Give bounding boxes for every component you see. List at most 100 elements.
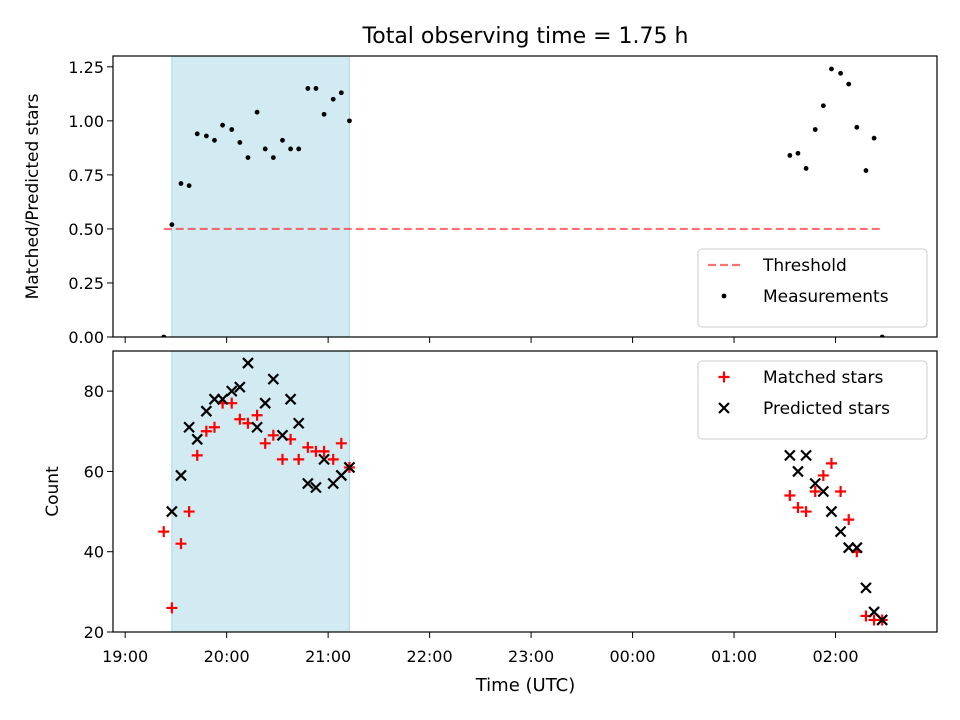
data-point: [347, 118, 352, 124]
y-tick-label: 1.00: [68, 112, 104, 131]
legend-box: [697, 248, 928, 328]
data-point: [305, 86, 311, 91]
data-point: [812, 127, 818, 132]
data-point: [851, 541, 863, 554]
data-point: [871, 135, 877, 141]
legend-marker: [718, 371, 730, 383]
data-point: [270, 155, 276, 160]
data-point: [191, 433, 204, 446]
observing-span: [171, 350, 350, 633]
data-point: [343, 461, 356, 474]
legend-label: Measurements: [763, 287, 889, 307]
y-tick-label: 0.00: [68, 328, 104, 347]
legend-label: Predicted stars: [763, 399, 890, 419]
data-point: [787, 153, 793, 158]
data-point: [846, 81, 852, 87]
data-point: [838, 70, 843, 76]
y-axis-label: Count: [43, 466, 63, 517]
data-point: [310, 481, 322, 494]
data-point: [338, 90, 344, 96]
data-point: [254, 109, 260, 115]
data-point: [800, 506, 812, 518]
data-point: [784, 449, 796, 462]
data-point: [208, 421, 220, 433]
data-point: [829, 66, 834, 72]
data-point: [183, 506, 195, 518]
legend: Matched stars Predicted stars: [697, 360, 928, 440]
data-point: [220, 122, 225, 128]
x-tick-label: 21:00: [305, 647, 351, 666]
data-point: [262, 146, 268, 152]
bottom-panel-counts: 20 40 60 80 19:00 20:00 21:00 22:00 23:00 00:00 01…: [43, 350, 938, 666]
x-tick-label: 20:00: [204, 647, 250, 666]
observing-span: [171, 55, 350, 338]
y-tick-label: 20: [84, 623, 104, 642]
data-point: [280, 137, 285, 143]
data-point: [792, 465, 804, 478]
data-point: [330, 96, 336, 102]
data-point: [863, 168, 869, 173]
data-point: [293, 453, 305, 465]
legend: Threshold Measurements: [697, 248, 928, 328]
data-point: [216, 393, 229, 405]
data-point: [296, 146, 302, 152]
y-tick-label: 80: [84, 382, 104, 401]
data-point: [318, 445, 330, 457]
data-point: [166, 602, 178, 614]
data-point: [237, 140, 243, 145]
data-point: [843, 514, 855, 526]
data-point: [191, 449, 203, 461]
data-point: [203, 133, 209, 139]
data-point: [860, 582, 872, 594]
data-point: [200, 425, 212, 437]
y-tick-label: 0.25: [68, 274, 104, 293]
y-axis-label: Matched/Predicted stars: [23, 93, 43, 299]
data-point: [259, 397, 271, 409]
y-tick-label: 40: [84, 543, 104, 562]
x-tick-label: 00:00: [610, 647, 656, 666]
data-point: [245, 155, 251, 160]
x-tick-label: 22:00: [407, 647, 453, 666]
data-point: [817, 485, 830, 498]
data-point: [825, 505, 838, 518]
data-point: [284, 393, 297, 405]
x-axis-label: Time (UTC): [475, 675, 576, 696]
data-point: [242, 357, 254, 369]
data-point: [251, 421, 263, 434]
series-measurements: [161, 66, 885, 337]
top-panel-ratio: 0.00 0.25 0.50 0.75 1.00 1.25 Matched/Predicte…: [23, 55, 938, 347]
data-point: [809, 486, 821, 497]
data-point: [169, 222, 175, 228]
data-point: [292, 417, 305, 430]
axes-frame: [112, 55, 938, 338]
data-point: [318, 453, 330, 466]
data-point: [302, 477, 314, 490]
data-point: [327, 453, 339, 465]
y-tick-label: 1.25: [68, 58, 104, 77]
data-point: [158, 526, 170, 538]
data-point: [876, 614, 888, 626]
data-point: [175, 469, 187, 482]
data-point: [795, 150, 801, 156]
data-point: [817, 469, 829, 481]
data-point: [183, 421, 195, 434]
x-tick-label: 23:00: [508, 647, 554, 666]
data-point: [212, 137, 217, 143]
axes-frame: [112, 350, 938, 633]
data-point: [267, 429, 279, 441]
x-tick-label: 02:00: [812, 647, 858, 666]
data-point: [186, 183, 192, 189]
legend-marker: [718, 402, 730, 414]
data-point: [276, 429, 289, 442]
data-point: [803, 166, 809, 171]
data-point: [234, 413, 246, 425]
legend-label: Threshold: [762, 256, 847, 276]
data-point: [166, 505, 178, 518]
data-point: [225, 385, 238, 397]
data-point: [259, 437, 271, 449]
y-tick-label: 60: [84, 462, 104, 481]
data-point: [234, 381, 246, 393]
data-point: [288, 146, 293, 152]
data-point: [178, 181, 184, 186]
